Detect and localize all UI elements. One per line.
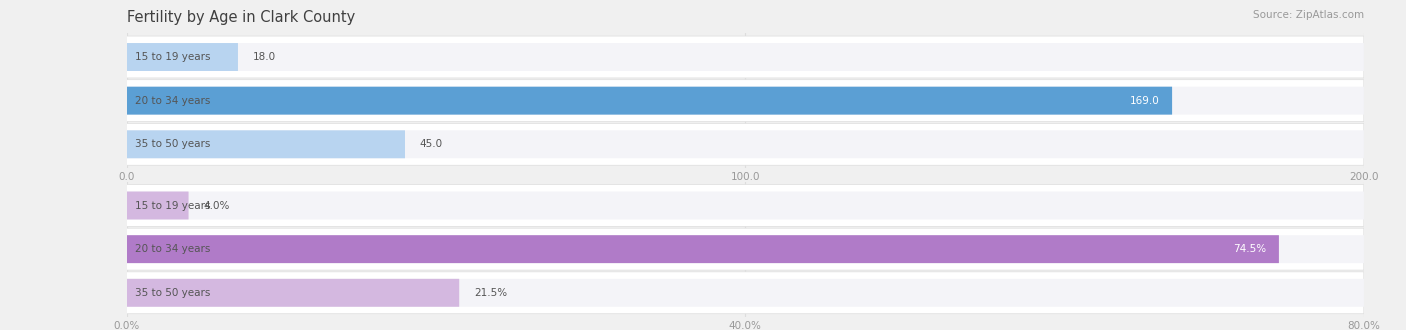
FancyBboxPatch shape: [127, 123, 1364, 165]
FancyBboxPatch shape: [127, 87, 1364, 115]
FancyBboxPatch shape: [127, 80, 1364, 121]
Text: 4.0%: 4.0%: [204, 201, 229, 211]
Text: Source: ZipAtlas.com: Source: ZipAtlas.com: [1253, 10, 1364, 20]
FancyBboxPatch shape: [127, 279, 460, 307]
Text: 45.0: 45.0: [420, 139, 443, 149]
FancyBboxPatch shape: [127, 184, 1364, 226]
Text: 15 to 19 years: 15 to 19 years: [135, 201, 211, 211]
Text: 20 to 34 years: 20 to 34 years: [135, 96, 211, 106]
Text: 20 to 34 years: 20 to 34 years: [135, 244, 211, 254]
FancyBboxPatch shape: [127, 130, 1364, 158]
FancyBboxPatch shape: [127, 36, 1364, 78]
FancyBboxPatch shape: [127, 130, 405, 158]
Text: 169.0: 169.0: [1130, 96, 1160, 106]
FancyBboxPatch shape: [127, 272, 1364, 314]
FancyBboxPatch shape: [127, 87, 1173, 115]
Text: 21.5%: 21.5%: [474, 288, 508, 298]
FancyBboxPatch shape: [127, 43, 1364, 71]
FancyBboxPatch shape: [127, 43, 238, 71]
Text: 35 to 50 years: 35 to 50 years: [135, 288, 211, 298]
Text: 35 to 50 years: 35 to 50 years: [135, 139, 211, 149]
Text: Fertility by Age in Clark County: Fertility by Age in Clark County: [127, 10, 354, 25]
FancyBboxPatch shape: [127, 191, 188, 219]
FancyBboxPatch shape: [127, 235, 1279, 263]
FancyBboxPatch shape: [127, 228, 1364, 270]
Text: 18.0: 18.0: [253, 52, 276, 62]
FancyBboxPatch shape: [127, 235, 1364, 263]
Text: 74.5%: 74.5%: [1233, 244, 1267, 254]
FancyBboxPatch shape: [127, 191, 1364, 219]
FancyBboxPatch shape: [127, 279, 1364, 307]
Text: 15 to 19 years: 15 to 19 years: [135, 52, 211, 62]
